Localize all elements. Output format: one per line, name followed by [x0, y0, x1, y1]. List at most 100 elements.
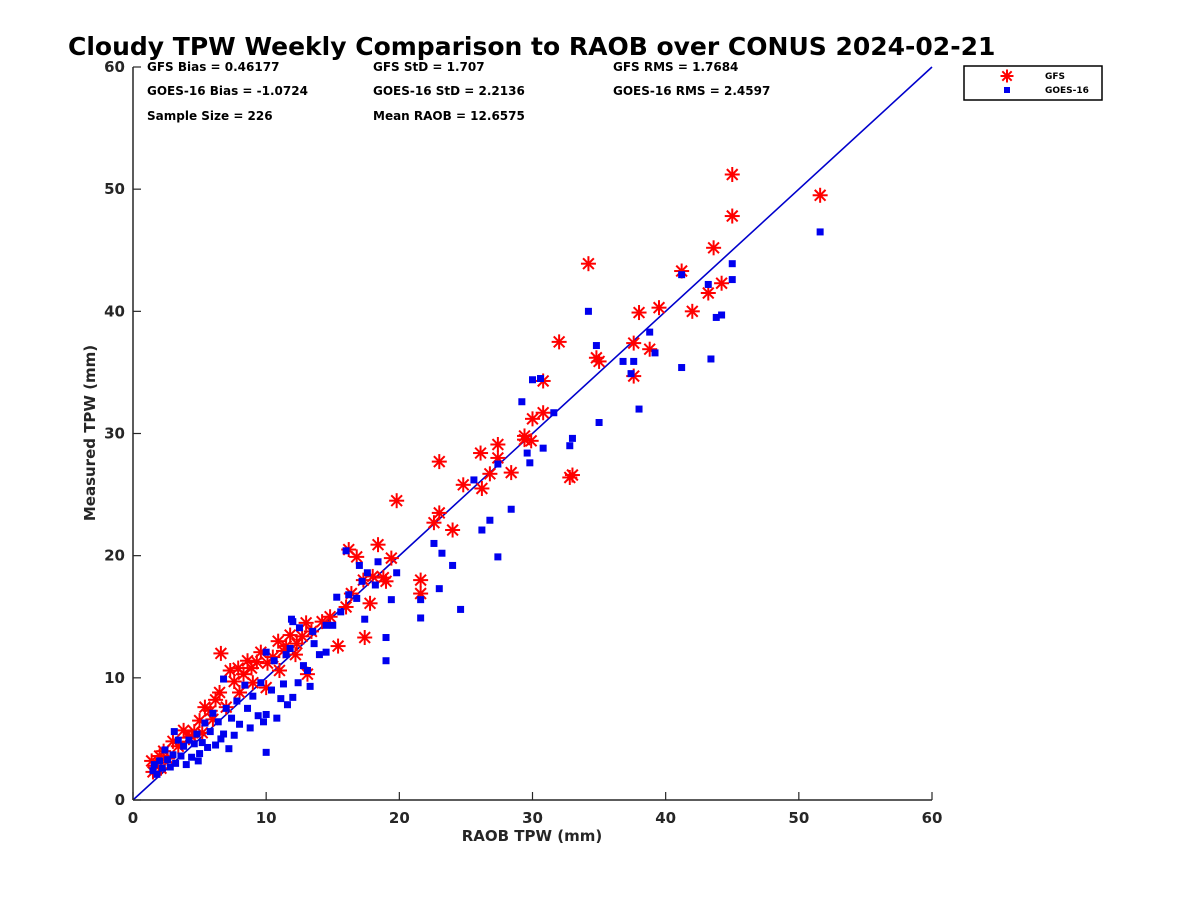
stat-text: GOES-16 StD = 2.2136 [373, 84, 525, 98]
goes16-point [382, 634, 390, 642]
goes16-point [262, 710, 270, 718]
gfs-point [631, 305, 647, 321]
goes16-point [457, 605, 465, 613]
legend: GFS GOES-16 [963, 65, 1103, 101]
gfs-point [362, 595, 378, 611]
goes16-point [345, 591, 353, 599]
gfs-point [564, 467, 580, 483]
goes16-point [214, 718, 222, 726]
goes16-point [430, 539, 438, 547]
gfs-point [812, 187, 828, 203]
stat-text: GOES-16 RMS = 2.4597 [613, 84, 770, 98]
goes16-point [470, 476, 478, 484]
goes16-point [289, 693, 297, 701]
goes16-point [518, 398, 526, 406]
goes16-point [217, 735, 225, 743]
gfs-point [551, 334, 567, 350]
goes16-point [194, 757, 202, 765]
goes16-point [170, 728, 178, 736]
stat-text: Mean RAOB = 12.6575 [373, 109, 525, 123]
gfs-point [426, 515, 442, 531]
goes16-point [595, 419, 603, 427]
goes16-point [438, 549, 446, 557]
goes16-point [619, 357, 627, 365]
goes16-point [342, 547, 350, 555]
goes16-point [225, 745, 233, 753]
goes16-point [279, 680, 287, 688]
gfs-point [482, 466, 498, 482]
x-tick-label: 60 [922, 809, 943, 827]
goes16-point [630, 357, 638, 365]
goes16-point [164, 756, 172, 764]
goes16-point [728, 260, 736, 268]
goes16-point [355, 561, 363, 569]
gfs-point [517, 428, 533, 444]
goes16-point [172, 759, 180, 767]
x-tick-label: 20 [389, 809, 410, 827]
goes16-point [182, 761, 190, 769]
goes16-point [478, 526, 486, 534]
goes16-point [228, 714, 236, 722]
goes16-point [201, 719, 209, 727]
goes16-point [322, 621, 330, 629]
goes16-point [260, 718, 268, 726]
goes16-point [309, 627, 317, 635]
gfs-point [626, 335, 642, 351]
gfs-point [413, 572, 429, 588]
stat-text: GOES-16 Bias = -1.0724 [147, 84, 308, 98]
goes16-point [718, 311, 726, 319]
goes16-point [678, 271, 686, 279]
goes16-point [277, 695, 285, 703]
goes16-point [177, 752, 185, 760]
goes16-point [262, 748, 270, 756]
goes16-point [363, 569, 371, 577]
plot-area [132, 66, 933, 801]
goes16-point [329, 621, 337, 629]
gfs-point [473, 445, 489, 461]
chart-title: Cloudy TPW Weekly Comparison to RAOB ove… [68, 32, 995, 61]
goes16-point [566, 442, 574, 450]
gfs-point [240, 653, 256, 669]
gfs-point [445, 522, 461, 538]
stat-text: GFS StD = 1.707 [373, 60, 485, 74]
goes16-point [294, 679, 302, 687]
gfs-point [208, 692, 224, 708]
stats-block: GFS Bias = 0.46177 GFS StD = 1.707 GFS RMS… [147, 60, 770, 123]
goes16-point [283, 701, 291, 709]
gfs-point [535, 405, 551, 421]
goes16-point [678, 364, 686, 372]
gfs-point [591, 353, 607, 369]
legend-marker-gfs [1000, 69, 1014, 83]
gfs-point [706, 240, 722, 256]
goes16-point [526, 459, 534, 467]
goes16-point [299, 662, 307, 670]
goes16-point [568, 434, 576, 442]
gfs-point [525, 411, 540, 427]
gfs-point [383, 550, 399, 566]
goes16-point [322, 648, 330, 656]
goes16-point [387, 596, 395, 604]
x-tick-label: 10 [256, 809, 277, 827]
goes16-point [374, 558, 382, 566]
gfs-point [389, 493, 405, 509]
goes16-point [536, 375, 544, 383]
legend-label: GFS [1045, 72, 1065, 82]
goes16-point [523, 449, 531, 457]
y-tick-label: 0 [115, 791, 125, 809]
x-tick-label: 50 [788, 809, 809, 827]
goes16-point [149, 767, 157, 775]
x-tick-label: 0 [128, 809, 138, 827]
goes16-point [494, 460, 502, 468]
gfs-point [222, 663, 238, 679]
goes16-point [236, 720, 244, 728]
gfs-point [232, 684, 248, 700]
gfs-point [684, 303, 700, 319]
gfs-point [724, 208, 740, 224]
one-to-one-line [132, 66, 933, 801]
y-tick-label: 60 [104, 58, 125, 76]
legend-marker-goes16 [1004, 87, 1010, 93]
goes16-point [315, 651, 323, 659]
goes16-point [337, 608, 345, 616]
goes16-point [449, 561, 457, 569]
gfs-point [270, 633, 286, 649]
